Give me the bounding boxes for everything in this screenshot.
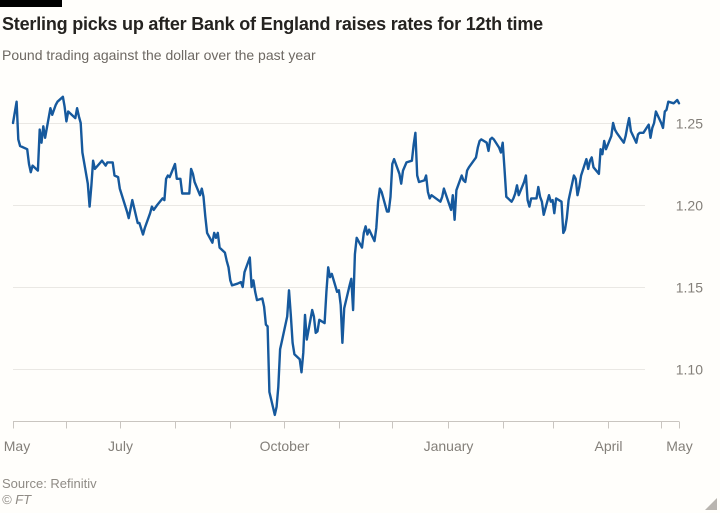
x-axis-label: July	[108, 438, 133, 454]
resize-handle-icon[interactable]	[705, 498, 717, 510]
y-axis-label: 1.20	[676, 198, 703, 214]
chart-subtitle: Pound trading against the dollar over th…	[2, 47, 316, 63]
x-axis-label: April	[594, 438, 622, 454]
y-axis-label: 1.15	[676, 280, 703, 296]
source-label: Source: Refinitiv	[2, 476, 97, 491]
x-axis-label: January	[424, 438, 474, 454]
y-axis-label: 1.10	[676, 362, 703, 378]
ft-top-bar	[0, 0, 62, 7]
x-axis-label: May	[4, 438, 30, 454]
x-axis-label: October	[260, 438, 310, 454]
x-axis-label: May	[666, 438, 692, 454]
gbp-usd-line	[11, 95, 681, 417]
ft-copyright: © FT	[2, 492, 32, 507]
chart-title: Sterling picks up after Bank of England …	[2, 14, 543, 34]
y-axis-label: 1.25	[676, 116, 703, 132]
